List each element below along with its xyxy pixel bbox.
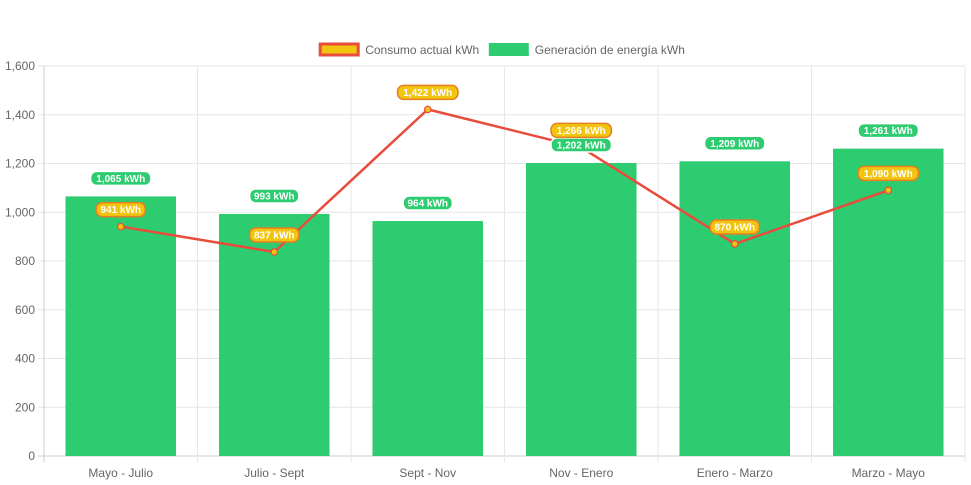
bar-data-label: 1,261 kWh	[864, 126, 913, 137]
legend-swatch-generation	[488, 43, 529, 56]
y-tick-label: 1,600	[5, 59, 35, 73]
x-tick-label: Julio - Sept	[244, 466, 305, 480]
x-tick-label: Enero - Marzo	[697, 466, 773, 480]
line-data-label: 1,090 kWh	[864, 169, 913, 180]
line-data-label-bg	[550, 122, 613, 139]
bar-series	[65, 148, 944, 456]
bar-data-label-bg	[248, 188, 300, 204]
line-point	[884, 186, 893, 195]
bar	[65, 196, 177, 456]
line-data-label: 941 kWh	[100, 205, 141, 216]
x-tick-label: Nov - Enero	[549, 466, 613, 480]
legend: Consumo actual kWh Generación de energía …	[318, 42, 685, 57]
line-point	[423, 105, 432, 114]
line-data-label: 1,422 kWh	[403, 88, 452, 99]
bar-data-label-bg	[857, 122, 920, 139]
y-tick-label: 0	[28, 449, 35, 463]
bar	[679, 161, 791, 456]
bar	[372, 221, 484, 456]
line-data-label-bg	[396, 84, 459, 101]
y-tick-label: 600	[15, 303, 35, 317]
line-data-label-bg	[248, 227, 300, 243]
line-data-label-bg	[95, 201, 147, 218]
bar-data-label-bg	[402, 195, 454, 211]
y-tick-label: 400	[15, 352, 35, 366]
bar-data-label: 1,065 kWh	[96, 174, 145, 185]
bar-data-label: 993 kWh	[254, 191, 295, 202]
data-labels: 1,065 kWh 993 kWh 964 kWh 1,202 kWh 1,209 kW…	[89, 84, 920, 243]
bar-data-label: 964 kWh	[407, 199, 448, 210]
consumption-line	[120, 108, 889, 254]
bar	[525, 163, 637, 456]
x-tick-label: Marzo - Mayo	[852, 466, 926, 480]
line-point	[116, 222, 125, 231]
y-tick-label: 800	[15, 254, 35, 268]
y-tick-label: 1,200	[5, 157, 35, 171]
legend-label-consumption: Consumo actual kWh	[365, 43, 479, 57]
bar	[832, 148, 944, 456]
bar-data-label: 1,209 kWh	[710, 139, 759, 150]
x-tick-label: Sept - Nov	[399, 466, 456, 480]
y-tick-label: 1,400	[5, 108, 35, 122]
axes: 0 200 400 600 800 1,000 1,200 1,400 1,600 Mayo - …	[5, 59, 925, 480]
y-tick-label: 200	[15, 400, 35, 414]
line-data-label: 870 kWh	[714, 222, 755, 233]
line-data-label: 837 kWh	[254, 230, 295, 241]
y-tick-label: 1,000	[5, 205, 35, 219]
x-tick-label: Mayo - Julio	[88, 466, 153, 480]
line-point	[270, 248, 279, 256]
legend-label-generation: Generación de energía kWh	[535, 43, 685, 57]
legend-swatch-consumption	[318, 42, 360, 57]
bar-data-label-bg	[89, 170, 152, 187]
grid	[38, 65, 966, 462]
bar-data-label-bg	[703, 135, 766, 152]
line-point	[730, 240, 739, 248]
bar-data-label: 1,202 kWh	[557, 141, 606, 152]
line-data-label-bg	[857, 165, 920, 182]
line-data-label-bg	[709, 219, 761, 235]
line-data-label: 1,266 kWh	[557, 126, 606, 137]
